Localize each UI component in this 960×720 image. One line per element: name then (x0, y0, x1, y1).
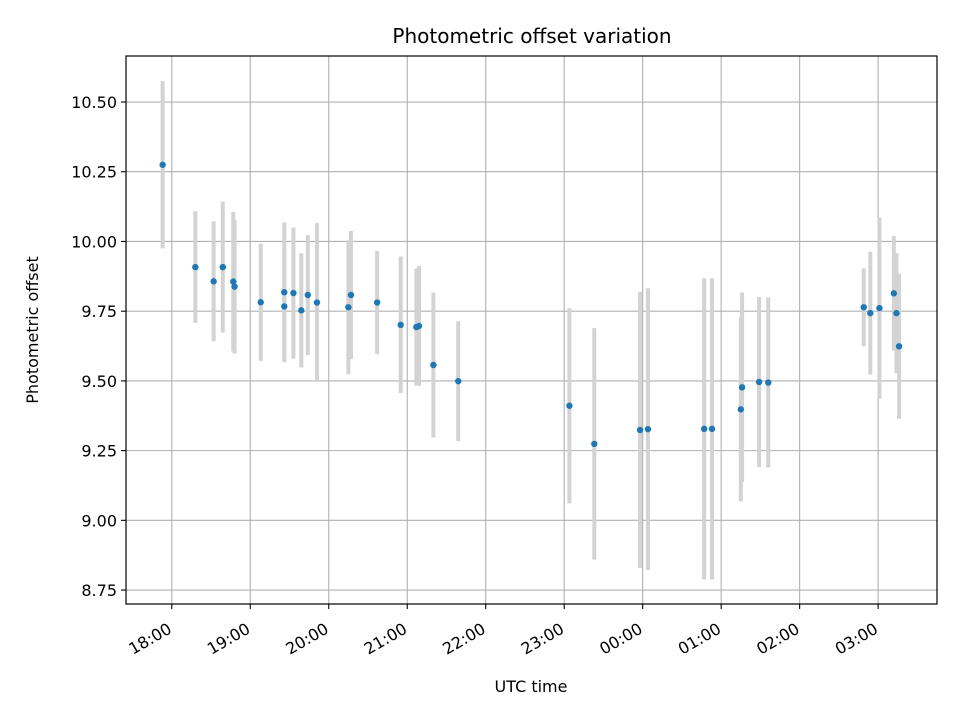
data-point (644, 425, 652, 433)
data-point (755, 378, 763, 386)
data-point (281, 303, 288, 310)
error-bars (160, 81, 902, 580)
data-point (765, 379, 772, 386)
data-point (231, 283, 238, 290)
data-point (700, 425, 708, 433)
data-point (876, 304, 883, 312)
y-tick-label: 10.00 (71, 232, 117, 251)
data-point (591, 440, 598, 448)
data-point (890, 290, 898, 297)
x-tick-label: 22:00 (439, 619, 488, 659)
data-point (192, 263, 199, 271)
data-point (737, 406, 744, 413)
data-point (430, 361, 437, 369)
y-tick-label: 9.75 (81, 302, 117, 321)
data-point (895, 343, 903, 350)
x-tick-label: 19:00 (204, 619, 253, 659)
chart-title: Photometric offset variation (392, 24, 671, 48)
data-point (893, 309, 900, 317)
data-point (415, 322, 423, 330)
x-tick-label: 02:00 (753, 619, 802, 659)
y-tick-label: 10.50 (71, 93, 117, 112)
data-point (347, 291, 355, 299)
data-point (345, 304, 352, 311)
x-tick-label: 23:00 (518, 619, 567, 659)
data-point (230, 278, 237, 285)
data-point (313, 299, 321, 306)
data-point (298, 307, 305, 314)
y-axis-title: Photometric offset (23, 256, 42, 404)
data-point (708, 425, 716, 433)
x-tick-label: 01:00 (675, 619, 724, 659)
x-tick-label: 03:00 (832, 619, 881, 659)
data-point (281, 289, 288, 296)
data-point (397, 321, 404, 329)
grid (126, 56, 937, 604)
y-tick-label: 9.50 (81, 372, 117, 391)
data-point (159, 161, 166, 168)
data-point (566, 402, 573, 409)
data-point (455, 377, 462, 385)
plot-frame (125, 55, 938, 605)
x-tick-label: 21:00 (361, 619, 410, 659)
x-tick-label: 20:00 (282, 619, 331, 659)
y-tick-label: 8.75 (81, 581, 117, 600)
x-tick-label: 18:00 (125, 619, 174, 659)
data-points (159, 161, 903, 448)
y-tick-label: 9.00 (81, 511, 117, 530)
data-point (210, 278, 217, 285)
y-tick-label: 10.25 (71, 163, 117, 182)
x-axis-title: UTC time (495, 677, 568, 696)
data-point (738, 384, 746, 391)
x-tick-label: 00:00 (596, 619, 645, 659)
data-point (636, 426, 644, 434)
data-point (304, 291, 312, 299)
data-point (860, 304, 867, 311)
data-point (867, 309, 874, 317)
y-tick-label: 9.25 (81, 442, 117, 461)
data-point (219, 263, 226, 271)
data-point (257, 299, 264, 306)
data-point (290, 289, 297, 297)
data-point (373, 299, 381, 306)
